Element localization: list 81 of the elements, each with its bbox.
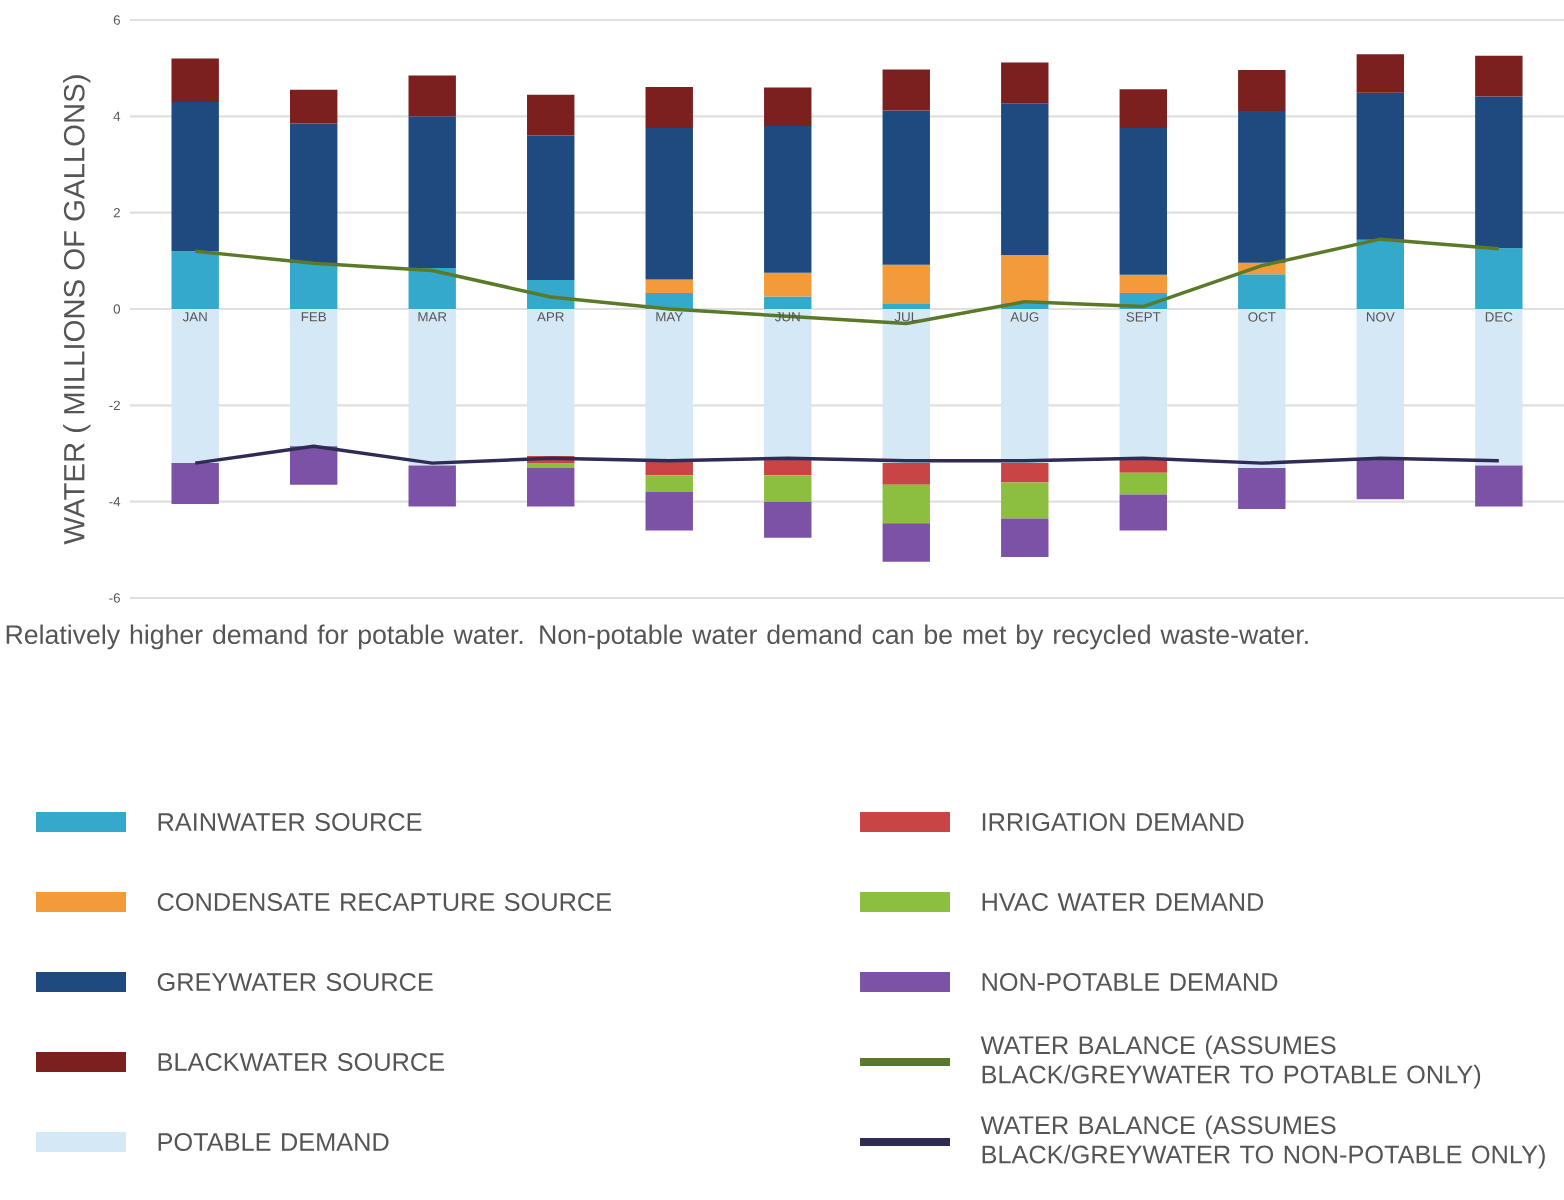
bar [882,309,930,464]
bar [764,475,812,502]
bar [408,116,456,269]
legend-label: GREYWATER SOURCE [157,973,433,991]
bar [171,309,219,464]
text: Relatively higher demand for potable water. Non-potable water demand can be met by recycled waste-water. [6,624,1308,650]
bar [1001,482,1049,519]
bar [1475,55,1523,97]
bar [764,87,812,126]
bar [1119,494,1167,531]
bar [1001,103,1049,256]
bar [764,125,812,273]
bar [882,69,930,111]
bar [1238,309,1286,468]
bar [1001,62,1049,104]
legend-label: WATER BALANCE (ASSUMES BLACK/GREYWATER TO NON-POTABLE ONLY) [980,1115,1545,1169]
bar [527,467,575,507]
bar [882,110,930,265]
bar [408,268,456,309]
bar [171,58,219,102]
bar [1001,518,1049,558]
bar [1001,309,1049,464]
bar [1356,309,1405,459]
legend-label: BLACKWATER SOURCE [158,1053,444,1071]
bar [408,309,456,466]
bar [764,501,812,538]
bar [290,123,338,264]
bar [882,303,930,309]
bar [764,309,812,459]
bar [527,135,575,281]
bar [171,463,219,505]
bar [645,279,693,294]
bar [408,465,456,507]
bar [1356,92,1405,240]
legend-label: IRRIGATION DEMAND [982,813,1244,831]
bar [408,75,456,117]
bar [882,264,930,304]
bar [1356,458,1405,500]
bar [1119,127,1167,275]
bar [1475,465,1523,507]
bar [1119,472,1167,495]
bar [290,446,338,485]
bar [764,296,812,309]
bar [1119,89,1167,128]
bar [1119,309,1167,459]
bar [1238,70,1286,112]
bar [1001,463,1049,483]
bar [645,492,693,531]
bar [527,309,575,456]
line-series [193,444,1501,465]
bar [645,475,693,493]
legend-label: NON-POTABLE DEMAND [982,973,1278,991]
bar [290,89,338,124]
y-axis-title: WATER ( MILLIONS OF GALLONS) [63,75,91,545]
bar [1475,309,1523,466]
bar [171,251,219,309]
bar [290,309,338,447]
bar [1238,111,1286,263]
bar [882,484,930,524]
bar [882,463,930,485]
bar [1001,255,1049,304]
legend-label: WATER BALANCE (ASSUMES BLACK/GREYWATER TO POTABLE ONLY) [980,1035,1481,1089]
bar [527,94,575,136]
bar [1356,239,1405,309]
bar [645,127,693,280]
bar [290,263,338,309]
bar [171,101,219,252]
bar [1238,467,1286,509]
legend-label: RAINWATER SOURCE [158,813,422,831]
legend-label: POTABLE DEMAND [158,1133,389,1151]
bar [1475,96,1523,249]
bar [645,309,693,461]
bar [1238,274,1286,309]
bar [1356,54,1405,93]
legend-label: CONDENSATE RECAPTURE SOURCE [157,893,611,911]
bar [645,86,693,128]
bar [764,272,812,297]
bar [1119,274,1167,294]
legend-label: HVAC WATER DEMAND [982,893,1264,911]
bar [1475,248,1523,309]
bar [882,523,930,562]
